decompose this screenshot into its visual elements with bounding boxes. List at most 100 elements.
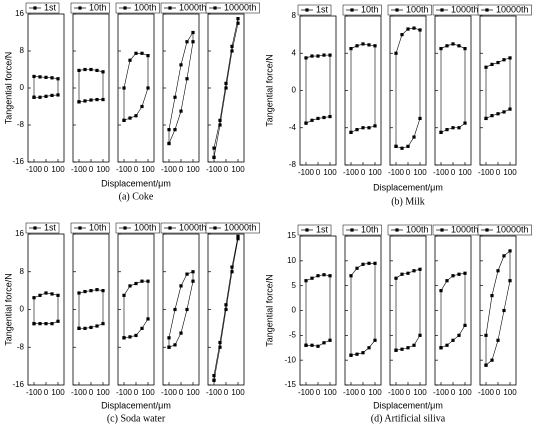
data-point — [406, 144, 410, 148]
data-point — [316, 54, 320, 58]
data-point — [101, 322, 105, 326]
data-point — [418, 28, 422, 32]
data-point — [185, 307, 189, 312]
data-point — [373, 261, 377, 265]
data-point — [457, 44, 461, 48]
data-point — [445, 128, 449, 132]
legend-label: 1st — [316, 224, 329, 234]
loop-line — [78, 289, 104, 329]
data-point — [496, 112, 500, 116]
data-point — [316, 344, 320, 348]
data-point — [394, 51, 398, 55]
data-point — [230, 265, 234, 269]
data-point — [191, 270, 195, 274]
legend-marker — [440, 228, 444, 232]
legend-box — [477, 224, 532, 236]
data-point — [400, 146, 404, 150]
x-tick-label: 100 — [51, 165, 65, 174]
y-tick-label: 0 — [20, 305, 25, 314]
y-axis-label: Tangential force/N — [264, 274, 274, 347]
y-tick-label: -15 — [284, 380, 296, 389]
data-point — [361, 42, 365, 46]
data-point — [179, 63, 183, 67]
x-tick-label: 100 — [186, 388, 200, 397]
data-point — [95, 288, 99, 292]
loop-line — [440, 43, 466, 133]
data-point — [502, 308, 506, 313]
data-point — [349, 46, 353, 51]
legend-marker — [168, 226, 172, 230]
legend: 1st — [297, 224, 332, 236]
legend: 10000th — [205, 222, 260, 234]
legend-marker — [485, 8, 489, 12]
data-point — [44, 291, 48, 295]
subplot-frame — [162, 233, 200, 386]
data-point — [191, 30, 195, 35]
data-point — [218, 123, 222, 127]
legend-box — [115, 2, 160, 14]
data-point — [236, 21, 240, 25]
y-tick-label: 5 — [292, 281, 297, 290]
data-point — [451, 42, 455, 46]
data-point — [418, 267, 422, 271]
loop-line — [440, 272, 466, 349]
data-point — [400, 347, 404, 351]
data-point — [191, 40, 195, 44]
data-point — [236, 17, 240, 21]
subplot-frame — [389, 15, 427, 166]
data-point — [328, 114, 332, 119]
x-tick-label: -100 — [161, 165, 178, 174]
x-tick-label: 100 — [141, 165, 155, 174]
data-point — [179, 284, 183, 288]
data-point — [328, 53, 332, 57]
data-point — [179, 331, 183, 335]
data-point — [32, 322, 36, 326]
data-point — [349, 130, 353, 135]
data-point — [185, 77, 189, 81]
data-point — [373, 338, 377, 342]
data-point — [212, 373, 216, 378]
loop-line — [168, 271, 194, 348]
legend: 10th — [342, 224, 382, 236]
data-point — [328, 274, 332, 278]
data-point — [77, 291, 81, 295]
data-point — [146, 86, 150, 90]
legend-box — [205, 222, 260, 234]
y-tick-label: -8 — [17, 120, 25, 129]
data-point — [361, 262, 365, 266]
legend-box — [25, 2, 60, 14]
data-point — [316, 116, 320, 121]
legend: 1st — [297, 4, 332, 16]
x-tick-label: 0 — [44, 165, 49, 174]
data-point — [212, 146, 216, 150]
data-point — [101, 97, 105, 102]
data-point — [304, 343, 308, 347]
data-point — [77, 100, 81, 104]
data-point — [322, 115, 326, 120]
legend-marker — [485, 228, 489, 232]
loop-line — [350, 263, 376, 356]
data-point — [101, 70, 105, 74]
data-point — [490, 114, 494, 118]
data-point — [457, 126, 461, 130]
x-tick-label: -100 — [298, 388, 315, 397]
data-point — [44, 75, 48, 79]
data-point — [508, 107, 512, 111]
y-tick-label: 16 — [15, 229, 24, 238]
data-point — [310, 343, 314, 347]
loop-line — [395, 27, 421, 149]
x-tick-label: -100 — [478, 388, 495, 397]
x-tick-label: 0 — [451, 388, 456, 397]
x-tick-label: -100 — [388, 388, 405, 397]
legend-box — [342, 224, 382, 236]
subplot-frame — [389, 235, 427, 386]
data-point — [167, 141, 171, 146]
data-point — [496, 269, 500, 273]
data-point — [406, 346, 410, 350]
y-tick-label: -4 — [289, 123, 297, 132]
data-point — [310, 276, 314, 280]
data-point — [457, 272, 461, 276]
data-point — [134, 114, 138, 118]
data-point — [490, 62, 494, 67]
data-point — [212, 378, 216, 382]
